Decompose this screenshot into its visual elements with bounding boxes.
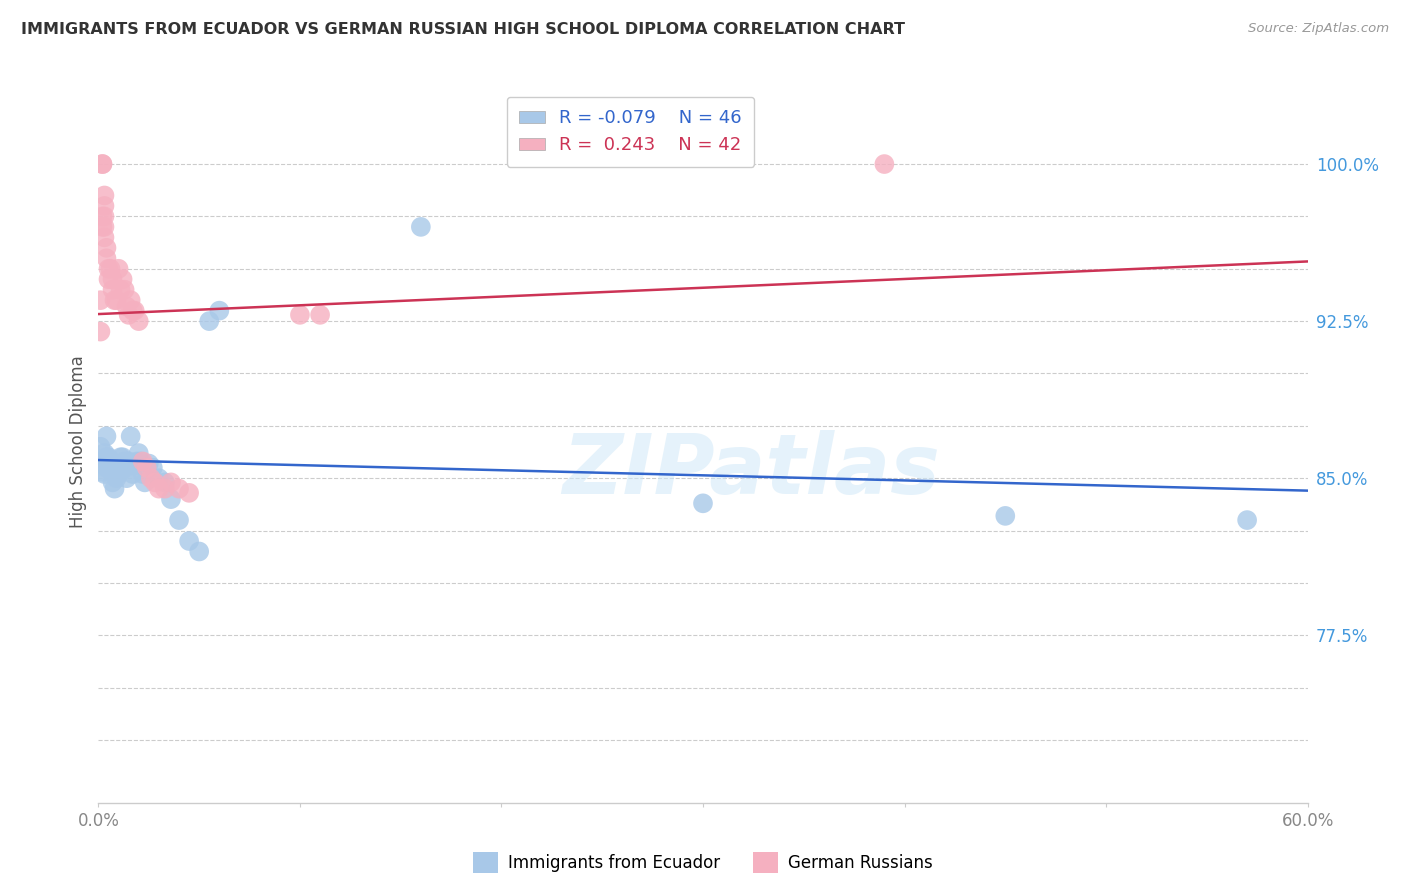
Point (124, 458, 146, 473)
Point (118, 454, 141, 468)
Point (188, 544, 211, 558)
Point (91, 210, 114, 224)
Point (93, 230, 115, 244)
Point (139, 471, 162, 485)
Point (107, 458, 129, 473)
Point (103, 460, 125, 475)
Point (110, 450, 132, 465)
Point (143, 475, 166, 490)
Point (101, 283, 124, 297)
Point (288, 308, 311, 322)
Point (97, 460, 120, 475)
Text: ZIPatlas: ZIPatlas (562, 430, 941, 511)
Y-axis label: High School Diploma: High School Diploma (69, 355, 87, 528)
Point (93, 188, 115, 202)
Point (114, 283, 136, 297)
Point (111, 450, 134, 465)
Point (110, 283, 132, 297)
Point (111, 463, 134, 477)
Point (134, 475, 156, 490)
Point (129, 454, 152, 468)
Point (121, 303, 143, 318)
Point (873, 157, 896, 171)
Point (179, 486, 201, 500)
Point (105, 293, 128, 308)
Point (118, 308, 141, 322)
Point (89, 293, 111, 308)
Point (111, 272, 134, 286)
Point (107, 467, 129, 481)
Point (93, 454, 115, 468)
Point (97, 261, 120, 276)
Point (96, 450, 118, 465)
Point (115, 300, 138, 314)
Point (128, 314, 150, 328)
Point (96, 241, 118, 255)
Point (138, 457, 160, 471)
Point (96, 460, 118, 475)
Point (692, 496, 714, 510)
Point (101, 475, 124, 490)
Point (91, 157, 114, 171)
Point (97, 272, 120, 286)
Point (121, 467, 143, 481)
Point (125, 454, 148, 468)
Point (105, 471, 128, 485)
Point (120, 293, 142, 308)
Point (160, 475, 183, 490)
Point (167, 482, 190, 496)
Point (409, 219, 432, 234)
Legend: R = -0.079    N = 46, R =  0.243    N = 42: R = -0.079 N = 46, R = 0.243 N = 42 (506, 96, 754, 167)
Point (309, 308, 332, 322)
Legend: Immigrants from Ecuador, German Russians: Immigrants from Ecuador, German Russians (467, 846, 939, 880)
Point (128, 446, 150, 460)
Point (114, 454, 136, 468)
Point (167, 513, 190, 527)
Point (100, 261, 122, 276)
Point (91, 465, 114, 479)
Point (179, 534, 201, 549)
Point (107, 261, 129, 276)
Point (120, 429, 142, 443)
Point (100, 460, 122, 475)
Point (132, 454, 155, 468)
Point (93, 199, 115, 213)
Point (96, 429, 118, 443)
Point (142, 460, 165, 475)
Text: Source: ZipAtlas.com: Source: ZipAtlas.com (1249, 22, 1389, 36)
Point (103, 482, 125, 496)
Point (91, 219, 114, 234)
Point (994, 508, 1017, 523)
Point (198, 314, 221, 328)
Point (91, 454, 114, 468)
Point (93, 210, 115, 224)
Point (153, 475, 176, 490)
Point (208, 303, 231, 318)
Text: IMMIGRANTS FROM ECUADOR VS GERMAN RUSSIAN HIGH SCHOOL DIPLOMA CORRELATION CHART: IMMIGRANTS FROM ECUADOR VS GERMAN RUSSIA… (21, 22, 905, 37)
Point (124, 303, 146, 318)
Point (91, 157, 114, 171)
Point (132, 467, 155, 481)
Point (135, 460, 157, 475)
Point (89, 325, 111, 339)
Point (115, 471, 138, 485)
Point (93, 467, 115, 481)
Point (153, 482, 176, 496)
Point (97, 450, 120, 465)
Point (1236, 513, 1258, 527)
Point (96, 252, 118, 266)
Point (93, 219, 115, 234)
Point (148, 482, 170, 496)
Point (93, 446, 115, 460)
Point (103, 293, 125, 308)
Point (89, 440, 111, 454)
Point (148, 471, 170, 485)
Point (160, 492, 183, 507)
Point (101, 272, 124, 286)
